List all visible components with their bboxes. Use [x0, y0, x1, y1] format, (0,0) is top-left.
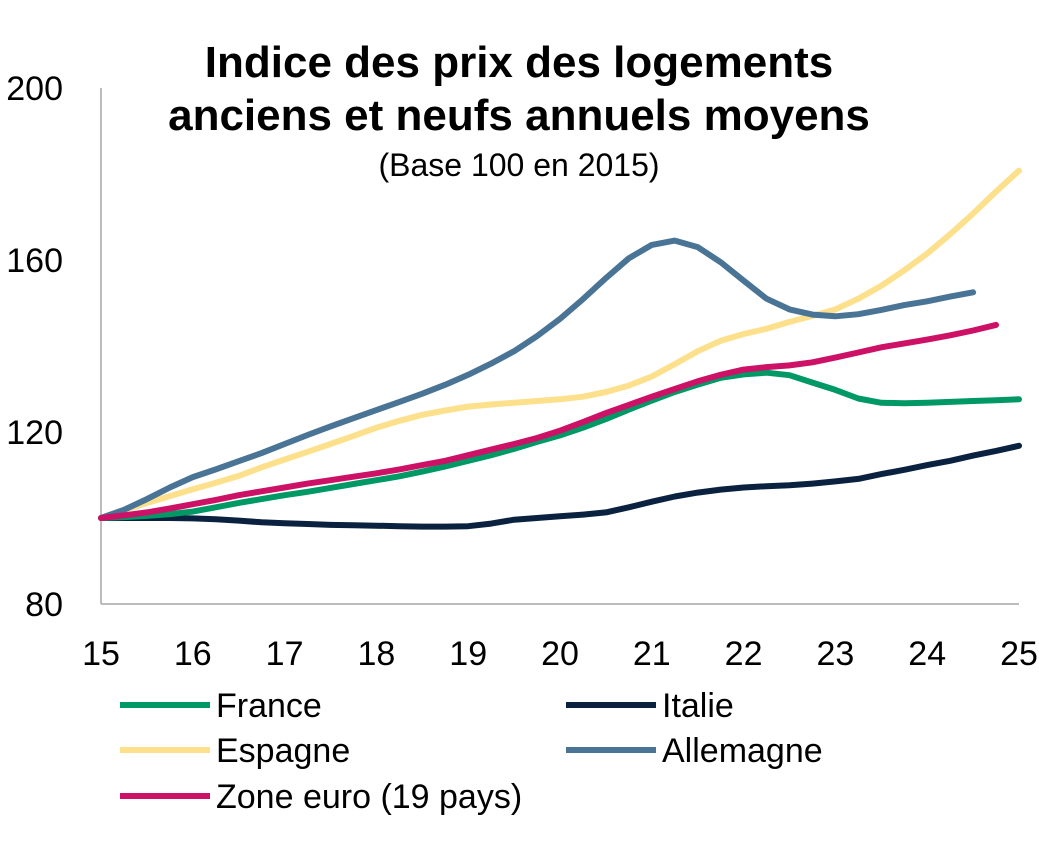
x-tick-label: 24 [908, 635, 946, 673]
series-line-italie [98, 442, 1022, 530]
series-line-zone-euro-19-pays [98, 321, 999, 521]
chart-title-line-2: anciens et neufs annuels moyens [168, 91, 870, 140]
y-tick-label: 80 [25, 586, 63, 624]
chart-title-line-1: Indice des prix des logements [205, 38, 833, 87]
legend-label: France [216, 687, 322, 725]
legend-label: Allemagne [662, 732, 823, 770]
series-line-espagne [98, 167, 1022, 521]
x-tick-label: 16 [174, 635, 212, 673]
legend-item-allemagne: Allemagne [566, 732, 823, 770]
legend-item-italie: Italie [566, 687, 734, 725]
x-tick-label: 21 [633, 635, 671, 673]
x-tick-label: 17 [266, 635, 304, 673]
x-tick-label: 25 [1000, 635, 1038, 673]
legend-item-france: France [120, 687, 322, 725]
y-tick-label: 200 [6, 70, 63, 108]
series-line-allemagne [98, 237, 977, 521]
chart-subtitle: (Base 100 en 2015) [378, 147, 659, 183]
y-tick-label: 120 [6, 414, 63, 452]
x-tick-label: 15 [82, 635, 120, 673]
y-tick-label: 160 [6, 242, 63, 280]
x-tick-label: 22 [725, 635, 763, 673]
series-line-france [98, 369, 1022, 521]
chart-legend: France Italie Espagne Allemagne Zone euro (1… [120, 687, 823, 816]
legend-item-espagne: Espagne [120, 732, 350, 770]
legend-label: Espagne [216, 732, 350, 770]
x-tick-label: 20 [541, 635, 579, 673]
x-tick-label: 18 [357, 635, 395, 673]
series-lines [98, 167, 1022, 530]
legend-label: Zone euro (19 pays) [216, 778, 522, 816]
chart-title: Indice des prix des logements anciens et… [168, 38, 870, 140]
x-tick-labels: 15 16 17 18 19 20 21 22 23 24 25 [82, 635, 1038, 673]
legend-item-zone-euro-19-pays: Zone euro (19 pays) [120, 778, 522, 816]
x-tick-label: 19 [449, 635, 487, 673]
legend-label: Italie [662, 687, 734, 725]
y-tick-labels: 80 120 160 200 [6, 70, 63, 624]
x-tick-label: 23 [816, 635, 854, 673]
